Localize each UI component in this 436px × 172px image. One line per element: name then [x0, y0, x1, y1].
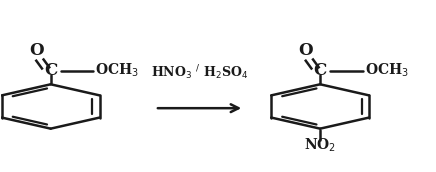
Text: OCH$_3$: OCH$_3$ — [95, 62, 139, 79]
Text: C: C — [44, 62, 57, 79]
Text: O: O — [29, 42, 44, 59]
Text: C: C — [313, 62, 327, 79]
Text: O: O — [299, 42, 313, 59]
Text: HNO$_3$ $^/$ H$_2$SO$_4$: HNO$_3$ $^/$ H$_2$SO$_4$ — [151, 63, 248, 82]
Text: NO$_2$: NO$_2$ — [304, 137, 336, 154]
Text: OCH$_3$: OCH$_3$ — [365, 62, 409, 79]
